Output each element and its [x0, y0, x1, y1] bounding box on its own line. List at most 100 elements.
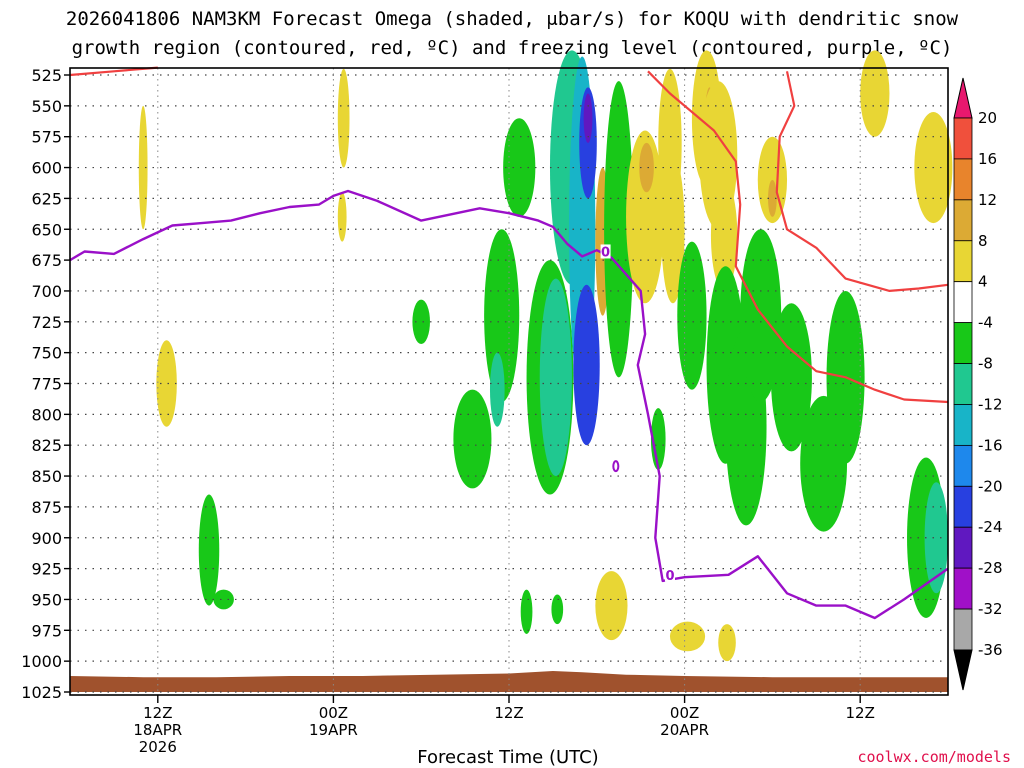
- axis-layer: 525 550 575 600 625 650 675 700 725 750 775 800 825 8…: [21, 66, 949, 756]
- omega-cell-19: [661, 155, 685, 304]
- y-tick-label-850: 850: [31, 467, 62, 486]
- x-axis-label: Forecast Time (UTC): [417, 747, 598, 768]
- colorbar-label-10: -24: [978, 518, 1003, 536]
- y-tick-label-675: 675: [31, 251, 62, 270]
- y-tick-label-775: 775: [31, 375, 62, 394]
- x-tick-label-6-0: 12Z: [143, 704, 172, 722]
- contour-layer: 00: [69, 66, 949, 620]
- freezing-level-contour: [69, 189, 949, 620]
- colorbar-bin-8: [953, 444, 973, 487]
- y-tick-label-950: 950: [31, 590, 62, 609]
- grid-layer: [70, 68, 948, 695]
- y-tick-label-700: 700: [31, 282, 62, 301]
- colorbar-bin-4: [953, 281, 973, 324]
- y-tick-label-975: 975: [31, 621, 62, 640]
- x-tick-label-30-0: 12Z: [494, 704, 523, 722]
- omega-cell-43: [412, 299, 430, 345]
- dgz-contour-upper: [69, 66, 158, 77]
- x-tick-label-6-1: 18APR: [133, 721, 182, 739]
- colorbar-bin-12: [953, 608, 973, 651]
- colorbar-bin-9: [953, 485, 973, 528]
- omega-cell-14: [551, 594, 564, 625]
- x-tick-label-42-0: 00Z: [670, 704, 699, 722]
- y-tick-label-1000: 1000: [21, 652, 62, 671]
- colorbar-bin-10: [953, 526, 973, 569]
- y-tick-label-875: 875: [31, 498, 62, 517]
- x-tick-label-6-2: 2026: [139, 738, 177, 756]
- omega-cell-5: [539, 278, 572, 477]
- colorbar-bin-0: [953, 117, 973, 160]
- y-tick-label-625: 625: [31, 189, 62, 208]
- omega-cell-36: [924, 482, 948, 594]
- y-tick-label-800: 800: [31, 405, 62, 424]
- omega-cell-13: [595, 571, 628, 641]
- freezing-level-contour-label-0: 0: [601, 245, 610, 260]
- freezing-level-closed-contour: [612, 460, 620, 473]
- y-tick-label-600: 600: [31, 159, 62, 178]
- chart-title-line-1: 2026041806 NAM3KM Forecast Omega (shaded…: [66, 8, 959, 30]
- colorbar-label-2: 12: [978, 191, 997, 209]
- terrain-fill: [70, 671, 948, 692]
- x-tick-label-18-1: 19APR: [309, 721, 358, 739]
- omega-cell-37: [198, 494, 220, 606]
- colorbar-label-1: 16: [978, 150, 997, 168]
- omega-cell-27: [740, 229, 782, 403]
- colorbar-label-8: -16: [978, 436, 1003, 454]
- colorbar-label-4: 4: [978, 273, 988, 291]
- omega-cell-45: [718, 624, 736, 662]
- omega-cell-1: [453, 389, 492, 489]
- colorbar-bottom-triangle: [953, 649, 973, 691]
- omega-cell-10: [583, 93, 593, 143]
- chart-title-line-2: growth region (contoured, red, ºC) and f…: [72, 37, 953, 59]
- omega-cell-44: [669, 621, 706, 652]
- colorbar-label-13: -36: [978, 641, 1003, 659]
- colorbar-bin-5: [953, 322, 973, 364]
- colorbar-label-11: -28: [978, 559, 1003, 577]
- y-tick-label-650: 650: [31, 220, 62, 239]
- contour-label-bg-0: [600, 244, 611, 259]
- colorbar-bin-1: [953, 158, 973, 201]
- colorbar-label-12: -32: [978, 600, 1003, 618]
- colorbar-bin-11: [953, 567, 973, 610]
- omega-cell-8: [573, 284, 600, 446]
- colorbar-label-5: -4: [978, 314, 993, 332]
- omega-cell-0: [484, 229, 520, 403]
- colorbar-bin-3: [953, 240, 973, 283]
- dgz-contour-east: [775, 71, 949, 292]
- credit-text: coolwx.com/models: [857, 748, 1011, 766]
- y-tick-label-725: 725: [31, 313, 62, 332]
- colorbar-label-3: 8: [978, 232, 988, 250]
- omega-cell-41: [337, 68, 350, 168]
- colorbar-bin-6: [953, 363, 973, 405]
- y-tick-label-825: 825: [31, 436, 62, 455]
- colorbar-bin-7: [953, 404, 973, 446]
- y-tick-label-900: 900: [31, 529, 62, 548]
- freezing-level-contour-label-1: 0: [665, 569, 674, 584]
- y-tick-label-750: 750: [31, 344, 62, 363]
- colorbar-label-0: 20: [978, 109, 997, 127]
- omega-cell-24: [710, 179, 738, 291]
- dgz-contour-lower: [647, 70, 949, 404]
- y-tick-label-550: 550: [31, 97, 62, 116]
- omega-cell-29: [768, 179, 777, 217]
- y-tick-label-575: 575: [31, 128, 62, 147]
- omega-cell-38: [213, 589, 234, 610]
- y-tick-label-1025: 1025: [21, 683, 62, 702]
- colorbar-top-triangle: [953, 77, 973, 119]
- colorbar-label-6: -8: [978, 355, 993, 373]
- x-tick-label-18-0: 00Z: [319, 704, 348, 722]
- omega-cell-3: [503, 118, 536, 217]
- omega-cell-17: [639, 142, 654, 193]
- colorbar: 20 16 12 8 4 -4 -8 -12 -16 -20 -24 -28 -32 -36: [953, 77, 1003, 691]
- omega-cell-42: [337, 192, 347, 242]
- colorbar-label-7: -12: [978, 395, 1003, 413]
- y-tick-label-525: 525: [31, 66, 62, 85]
- colorbar-bin-2: [953, 199, 973, 242]
- contour-label-bg-1: [664, 567, 675, 582]
- x-tick-label-54-0: 12Z: [846, 704, 875, 722]
- omega-cell-33: [860, 50, 890, 137]
- omega-cell-16: [626, 130, 665, 304]
- x-tick-label-42-1: 20APR: [660, 721, 709, 739]
- omega-cell-39: [156, 340, 177, 427]
